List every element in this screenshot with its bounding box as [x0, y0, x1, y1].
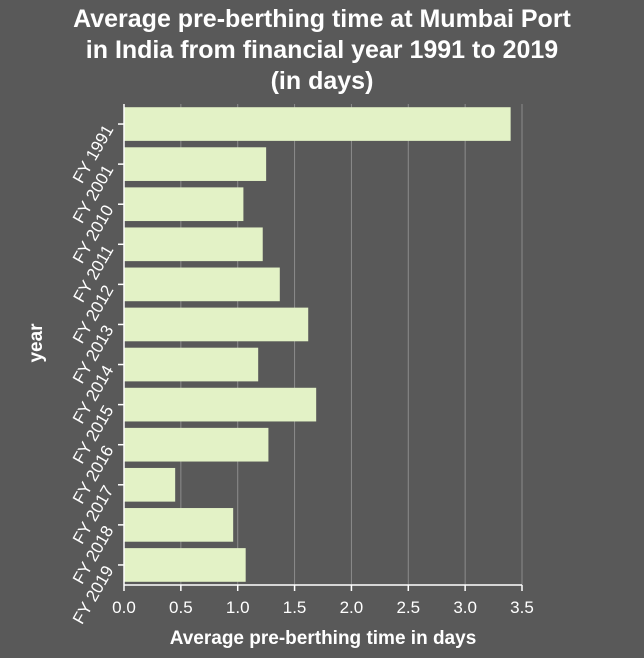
chart-title-line-1: Average pre-berthing time at Mumbai Port: [73, 5, 571, 33]
bar: [124, 147, 267, 181]
x-tick-label: 3.5: [510, 598, 534, 617]
x-axis-title: Average pre-berthing time in days: [170, 628, 477, 649]
x-tick-label: 1.0: [226, 598, 250, 617]
chart-title-line-2: in India from financial year 1991 to 201…: [85, 36, 559, 64]
x-tick-label: 1.5: [283, 598, 307, 617]
bar: [124, 187, 244, 222]
x-tick-label: 3.0: [453, 598, 477, 617]
bar: [124, 347, 259, 382]
x-tick-label: 2.0: [340, 598, 364, 617]
x-tick-label: 0.0: [112, 598, 136, 617]
bar: [124, 508, 234, 542]
chart-title: Average pre-berthing time at Mumbai Port…: [0, 4, 644, 97]
bar: [124, 307, 309, 342]
bar: [124, 427, 269, 462]
bar: [124, 227, 263, 262]
bar: [124, 107, 511, 141]
bar: [124, 548, 246, 582]
bars: [124, 107, 511, 582]
bar: [124, 267, 280, 302]
bar: [124, 467, 176, 502]
x-tick-label: 2.5: [396, 598, 420, 617]
y-axis-title: year: [26, 323, 47, 363]
chart-title-line-3: (in days): [270, 67, 374, 95]
x-tick-label: 0.5: [169, 598, 193, 617]
bar: [124, 387, 317, 422]
